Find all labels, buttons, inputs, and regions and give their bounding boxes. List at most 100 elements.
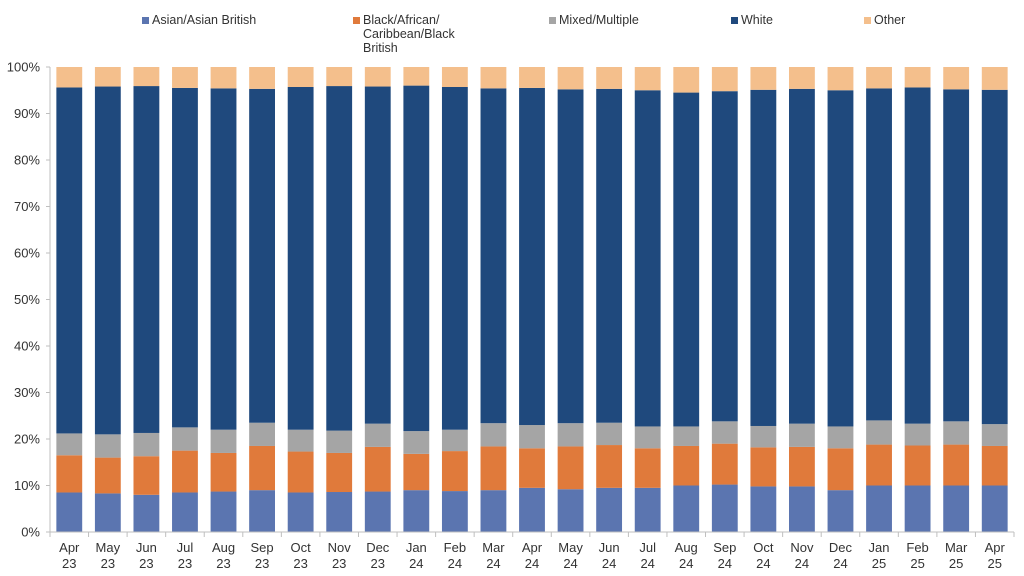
- bar-segment[interactable]: [133, 456, 160, 495]
- bar-segment[interactable]: [827, 67, 854, 91]
- bar-segment[interactable]: [172, 450, 198, 493]
- bar-segment[interactable]: [210, 88, 237, 430]
- bar-segment[interactable]: [94, 457, 121, 494]
- bar-segment[interactable]: [866, 485, 892, 533]
- bar-segment[interactable]: [711, 421, 738, 444]
- bar-segment[interactable]: [673, 485, 700, 533]
- bar-segment[interactable]: [56, 67, 83, 88]
- bar-segment[interactable]: [172, 87, 198, 428]
- bar-segment[interactable]: [673, 445, 700, 486]
- bar-segment[interactable]: [403, 85, 430, 432]
- bar-segment[interactable]: [750, 486, 777, 532]
- bar-segment[interactable]: [519, 425, 545, 449]
- bar-segment[interactable]: [364, 491, 391, 532]
- bar-segment[interactable]: [249, 490, 275, 532]
- bar-segment[interactable]: [827, 490, 854, 532]
- bar-segment[interactable]: [981, 485, 1008, 533]
- legend-item-asian[interactable]: Asian/Asian British: [142, 13, 256, 27]
- bar-segment[interactable]: [789, 67, 815, 89]
- bar-segment[interactable]: [172, 427, 198, 451]
- bar-segment[interactable]: [94, 493, 121, 532]
- bar-segment[interactable]: [326, 86, 353, 431]
- bar-segment[interactable]: [249, 422, 275, 446]
- bar-segment[interactable]: [249, 67, 275, 89]
- bar-segment[interactable]: [750, 425, 777, 448]
- bar-segment[interactable]: [789, 423, 815, 447]
- bar-segment[interactable]: [596, 422, 623, 446]
- bar-segment[interactable]: [480, 67, 507, 89]
- bar-segment[interactable]: [519, 87, 545, 426]
- bar-segment[interactable]: [210, 67, 237, 89]
- bar-segment[interactable]: [441, 86, 468, 430]
- bar-segment[interactable]: [519, 487, 545, 532]
- bar-segment[interactable]: [634, 487, 661, 532]
- bar-segment[interactable]: [480, 446, 507, 491]
- bar-segment[interactable]: [596, 67, 623, 89]
- bar-segment[interactable]: [750, 447, 777, 487]
- bar-segment[interactable]: [711, 91, 738, 422]
- bar-segment[interactable]: [981, 89, 1008, 425]
- bar-segment[interactable]: [634, 426, 661, 449]
- bar-segment[interactable]: [403, 490, 430, 532]
- bar-segment[interactable]: [287, 492, 314, 532]
- bar-segment[interactable]: [827, 448, 854, 491]
- bar-segment[interactable]: [943, 421, 970, 445]
- bar-segment[interactable]: [981, 67, 1008, 90]
- bar-segment[interactable]: [596, 487, 623, 532]
- bar-segment[interactable]: [210, 429, 237, 453]
- bar-segment[interactable]: [287, 429, 314, 452]
- bar-segment[interactable]: [711, 443, 738, 485]
- bar-segment[interactable]: [789, 486, 815, 532]
- bar-segment[interactable]: [364, 86, 391, 424]
- bar-segment[interactable]: [634, 448, 661, 488]
- bar-segment[interactable]: [943, 444, 970, 486]
- bar-segment[interactable]: [94, 67, 121, 87]
- bar-segment[interactable]: [133, 86, 160, 433]
- bar-segment[interactable]: [249, 88, 275, 423]
- bar-segment[interactable]: [750, 89, 777, 426]
- bar-segment[interactable]: [210, 491, 237, 532]
- bar-segment[interactable]: [94, 86, 121, 435]
- bar-segment[interactable]: [56, 455, 83, 493]
- bar-segment[interactable]: [326, 67, 353, 87]
- bar-segment[interactable]: [827, 90, 854, 427]
- bar-segment[interactable]: [943, 485, 970, 533]
- bar-segment[interactable]: [56, 87, 83, 434]
- bar-segment[interactable]: [480, 490, 507, 532]
- bar-segment[interactable]: [557, 67, 584, 90]
- bar-segment[interactable]: [904, 445, 931, 486]
- bar-segment[interactable]: [403, 431, 430, 454]
- bar-segment[interactable]: [364, 423, 391, 447]
- bar-segment[interactable]: [133, 494, 160, 532]
- legend-item-white[interactable]: White: [731, 13, 773, 27]
- bar-segment[interactable]: [866, 67, 892, 89]
- bar-segment[interactable]: [56, 492, 83, 532]
- bar-segment[interactable]: [403, 453, 430, 491]
- bar-segment[interactable]: [711, 67, 738, 92]
- bar-segment[interactable]: [441, 451, 468, 492]
- legend-item-black[interactable]: Black/African/ Caribbean/Black British: [353, 13, 455, 55]
- bar-segment[interactable]: [519, 67, 545, 88]
- bar-segment[interactable]: [904, 87, 931, 424]
- bar-segment[interactable]: [287, 86, 314, 430]
- bar-segment[interactable]: [364, 446, 391, 492]
- bar-segment[interactable]: [557, 446, 584, 490]
- bar-segment[interactable]: [943, 67, 970, 90]
- bar-segment[interactable]: [364, 67, 391, 87]
- bar-segment[interactable]: [441, 491, 468, 532]
- bar-segment[interactable]: [866, 444, 892, 486]
- bar-segment[interactable]: [904, 423, 931, 446]
- bar-segment[interactable]: [441, 67, 468, 87]
- bar-segment[interactable]: [287, 451, 314, 493]
- bar-segment[interactable]: [172, 492, 198, 532]
- bar-segment[interactable]: [673, 92, 700, 427]
- bar-segment[interactable]: [56, 433, 83, 456]
- bar-segment[interactable]: [287, 67, 314, 87]
- bar-segment[interactable]: [981, 424, 1008, 446]
- bar-segment[interactable]: [249, 445, 275, 491]
- bar-segment[interactable]: [519, 448, 545, 488]
- bar-segment[interactable]: [596, 88, 623, 423]
- bar-segment[interactable]: [326, 452, 353, 493]
- bar-segment[interactable]: [943, 89, 970, 422]
- bar-segment[interactable]: [172, 67, 198, 88]
